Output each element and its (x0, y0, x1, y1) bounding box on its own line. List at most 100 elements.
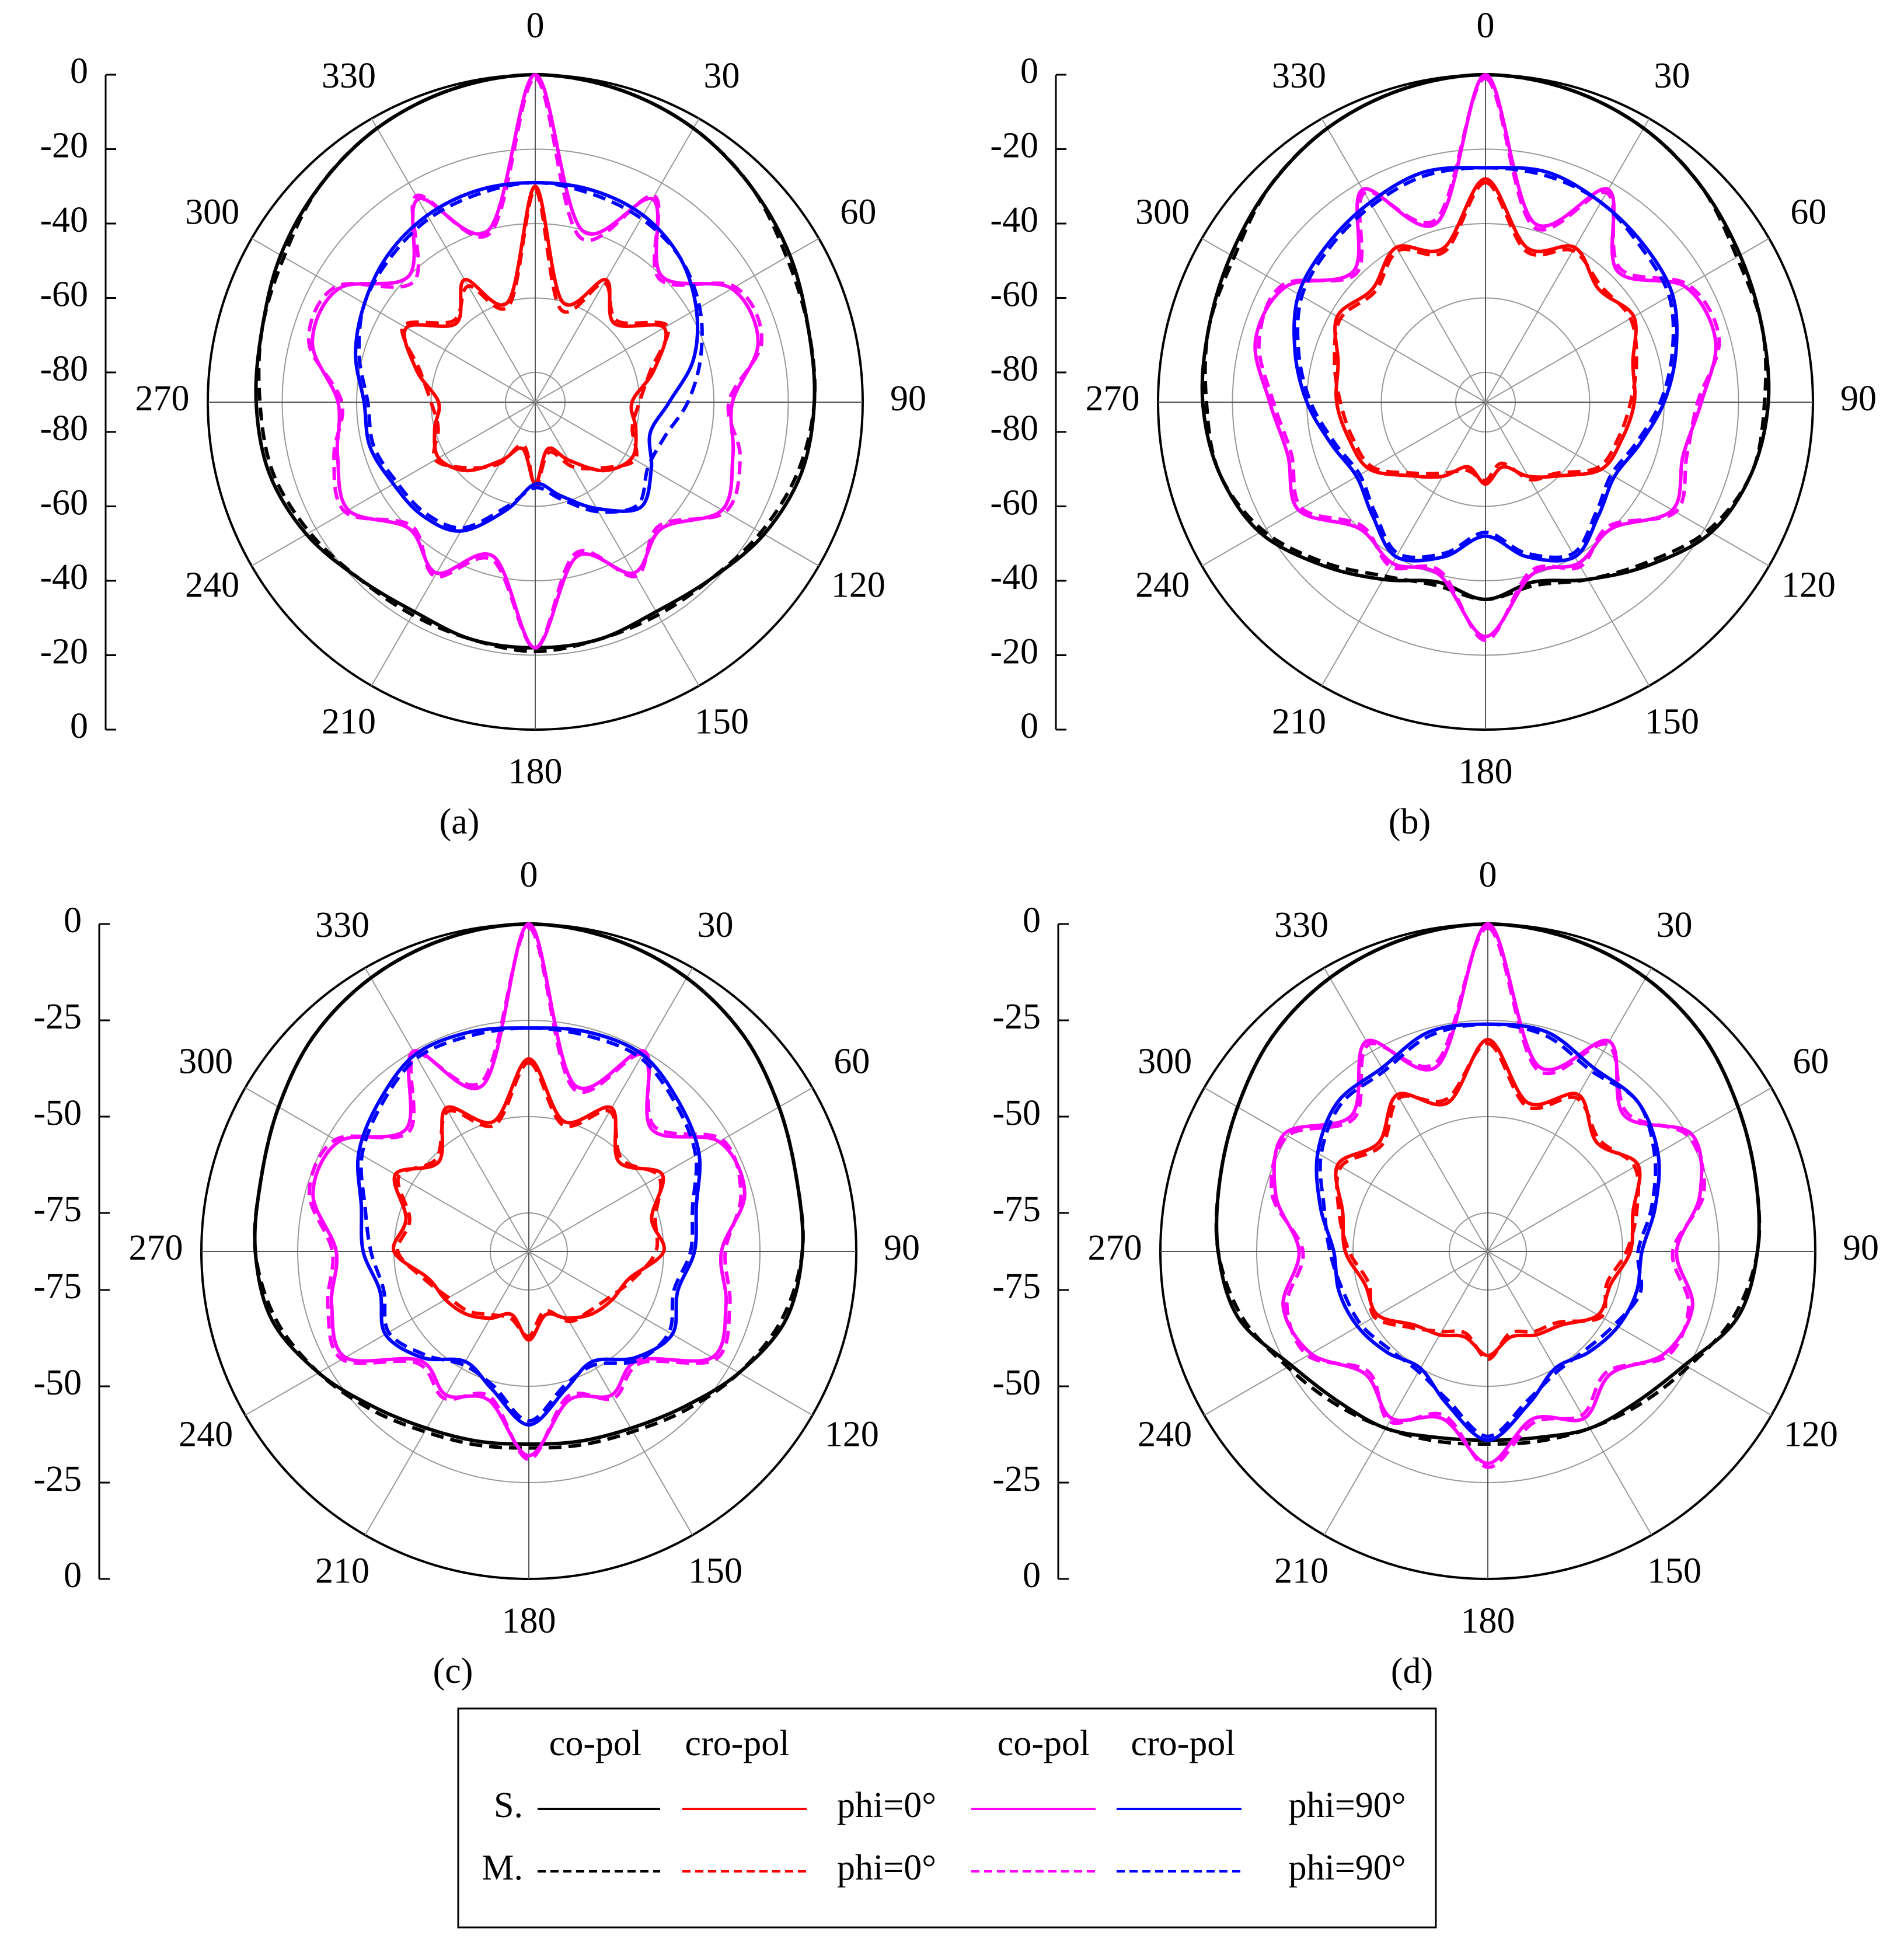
angle-label: 120 (1784, 1415, 1838, 1455)
r-tick-label: 0 (64, 901, 82, 940)
angle-label: 210 (322, 702, 376, 742)
spoke (245, 1251, 529, 1416)
spoke (528, 967, 693, 1252)
legend-phi: phi=0° (837, 1848, 936, 1888)
spoke (535, 118, 700, 403)
spoke (245, 1087, 529, 1252)
angle-label: 0 (526, 6, 545, 46)
r-tick-label: -25 (33, 1459, 82, 1499)
panel-label: (a) (440, 802, 480, 842)
spoke (1485, 238, 1770, 403)
r-tick-label: -40 (40, 200, 88, 240)
angle-label: 240 (185, 566, 239, 605)
legend-header: co-pol (998, 1724, 1090, 1763)
spoke (535, 402, 820, 567)
r-tick-label: -40 (40, 557, 88, 597)
spoke (371, 118, 536, 403)
r-tick-label: -50 (33, 1363, 82, 1403)
angle-label: 30 (1654, 56, 1690, 96)
r-tick-label: -25 (992, 1459, 1041, 1499)
pattern-curve (1257, 76, 1721, 643)
legend-box (457, 1707, 1437, 1929)
angle-label: 330 (322, 56, 376, 96)
spoke (1321, 402, 1486, 686)
angle-label: 30 (704, 56, 740, 96)
r-tick-label: 0 (70, 51, 88, 91)
r-tick-label: -60 (40, 483, 88, 523)
angle-label: 270 (1088, 1228, 1142, 1268)
pattern-curve (1334, 1037, 1642, 1358)
spoke (535, 402, 700, 686)
spoke (535, 238, 820, 403)
pattern-curve (311, 922, 747, 1458)
legend-phi: phi=0° (837, 1786, 936, 1825)
angle-label: 300 (179, 1042, 233, 1082)
r-tick-label: -50 (992, 1363, 1041, 1403)
angle-label: 330 (1274, 905, 1328, 945)
pattern-curve (1214, 922, 1762, 1446)
spoke (1487, 967, 1652, 1252)
legend-phi: phi=90° (1289, 1848, 1406, 1888)
legend-header: co-pol (549, 1724, 641, 1763)
angle-label: 180 (508, 752, 563, 792)
legend-header: cro-pol (1131, 1724, 1235, 1763)
spoke (371, 402, 536, 686)
r-tick-label: -80 (990, 349, 1038, 389)
angle-label: 150 (1645, 702, 1699, 742)
legend-phi: phi=90° (1289, 1786, 1406, 1825)
spoke (1323, 967, 1488, 1252)
angle-label: 180 (1459, 752, 1513, 792)
pattern-curve (1203, 72, 1768, 601)
r-tick-label: -75 (33, 1190, 82, 1229)
pattern-curve (1292, 166, 1679, 563)
spoke (1485, 118, 1650, 403)
r-tick-label: -50 (992, 1093, 1041, 1133)
spoke (1321, 118, 1486, 403)
angle-label: 210 (1272, 702, 1326, 742)
r-tick-label: -60 (40, 275, 88, 315)
pattern-curve (307, 76, 763, 650)
spoke (1201, 238, 1486, 403)
r-tick-label: 0 (1020, 706, 1038, 746)
pattern-curve (355, 1026, 702, 1427)
r-tick-label: -75 (992, 1190, 1041, 1229)
r-tick-label: -25 (33, 997, 82, 1037)
angle-label: 120 (825, 1415, 879, 1455)
r-tick-label: -80 (990, 409, 1038, 448)
angle-label: 150 (1647, 1551, 1701, 1591)
angle-label: 0 (1477, 6, 1495, 46)
pattern-curve (396, 1061, 663, 1338)
angle-label: 210 (1274, 1551, 1328, 1591)
angle-label: 180 (502, 1601, 556, 1641)
r-tick-label: -25 (992, 997, 1041, 1037)
pattern-curve (257, 72, 817, 654)
angle-label: 300 (185, 193, 239, 232)
spoke (1204, 1087, 1488, 1252)
r-tick-label: -40 (990, 557, 1038, 597)
pattern-curve (1333, 180, 1638, 482)
angle-label: 150 (688, 1551, 742, 1591)
spoke (1487, 1251, 1652, 1536)
spoke (1485, 402, 1770, 567)
spoke (528, 1251, 693, 1536)
angle-label: 270 (1086, 379, 1140, 419)
r-tick-label: -20 (990, 126, 1038, 166)
angle-label: 300 (1135, 193, 1190, 232)
pattern-curve (1335, 1041, 1641, 1361)
angle-label: 120 (1781, 566, 1836, 605)
panel-label: (b) (1389, 802, 1431, 842)
angle-label: 210 (315, 1551, 369, 1591)
r-tick-label: 0 (70, 706, 88, 746)
angle-label: 0 (520, 855, 538, 895)
spoke (1485, 402, 1650, 686)
legend-row-label: M. (482, 1848, 523, 1888)
r-tick-label: -80 (40, 409, 88, 448)
angle-label: 240 (1138, 1415, 1192, 1455)
r-tick-label: -75 (992, 1267, 1041, 1306)
panel-label: (c) (433, 1651, 473, 1691)
spoke (1487, 1251, 1772, 1416)
angle-label: 180 (1461, 1601, 1515, 1641)
angle-label: 60 (1793, 1042, 1829, 1082)
pattern-curve (1314, 1022, 1661, 1442)
